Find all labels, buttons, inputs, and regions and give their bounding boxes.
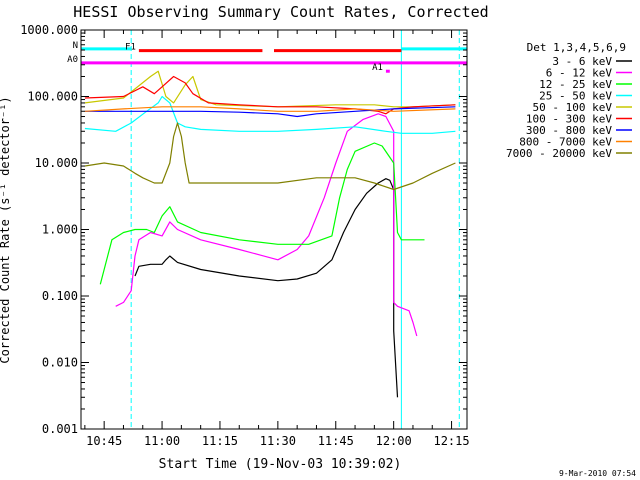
legend-label: 7000 - 20000 keV [506, 147, 612, 160]
legend-label: 3 - 6 keV [552, 55, 612, 68]
y-tick-label: 1000.000 [20, 23, 78, 37]
x-tick-label: 11:15 [202, 434, 238, 448]
x-tick-label: 10:45 [86, 434, 122, 448]
y-axis: 0.001 0.010 0.100 1.000 10.000 100.000 1000.00… [20, 23, 467, 436]
y-tick-label: 10.000 [35, 156, 78, 170]
flag-label: A0 [67, 55, 78, 65]
y-tick-label: 0.010 [42, 356, 78, 370]
flag-label: A1 [372, 63, 383, 73]
legend-label: 6 - 12 keV [546, 67, 613, 80]
x-axis-label: Start Time (19-Nov-03 10:39:02) [159, 457, 402, 472]
legend-label: 25 - 50 keV [539, 90, 612, 103]
y-tick-label: 0.001 [42, 422, 78, 436]
flag-label: F1 [125, 43, 136, 53]
y-tick-label: 1.000 [42, 223, 78, 237]
date-stamp: 9-Mar-2010 07:54 [559, 469, 636, 478]
legend-label: 50 - 100 keV [533, 101, 613, 114]
x-tick-label: 12:00 [376, 434, 412, 448]
x-tick-label: 11:30 [260, 434, 296, 448]
legend-label: 12 - 25 keV [539, 78, 612, 91]
x-tick-label: 11:45 [318, 434, 354, 448]
flag-label: N [73, 41, 78, 51]
x-axis: 10:45 11:00 11:15 11:30 11:45 12:00 12:15 [84, 30, 470, 448]
legend-label: 300 - 800 keV [526, 124, 612, 137]
y-axis-label: Corrected Count Rate (s⁻¹ detector⁻¹) [0, 96, 12, 363]
series-line [115, 113, 418, 337]
series-line [134, 178, 399, 398]
flag-bars: N F1 A0 A1 [67, 41, 467, 73]
legend-title: Det 1,3,4,5,6,9 [527, 41, 626, 54]
series-lines [84, 70, 456, 398]
x-tick-label: 11:00 [144, 434, 180, 448]
series-line [99, 142, 425, 285]
chart-title: HESSI Observing Summary Count Rates, Cor… [73, 3, 488, 21]
series-line [84, 70, 456, 108]
series-line [84, 106, 456, 112]
y-tick-label: 100.000 [27, 90, 78, 104]
series-line [84, 75, 456, 115]
x-tick-label: 12:15 [433, 434, 469, 448]
y-tick-label: 0.100 [42, 289, 78, 303]
series-line [84, 95, 456, 134]
legend-label: 100 - 300 keV [526, 113, 612, 126]
legend-label: 800 - 7000 keV [519, 136, 612, 149]
series-line [84, 122, 456, 191]
